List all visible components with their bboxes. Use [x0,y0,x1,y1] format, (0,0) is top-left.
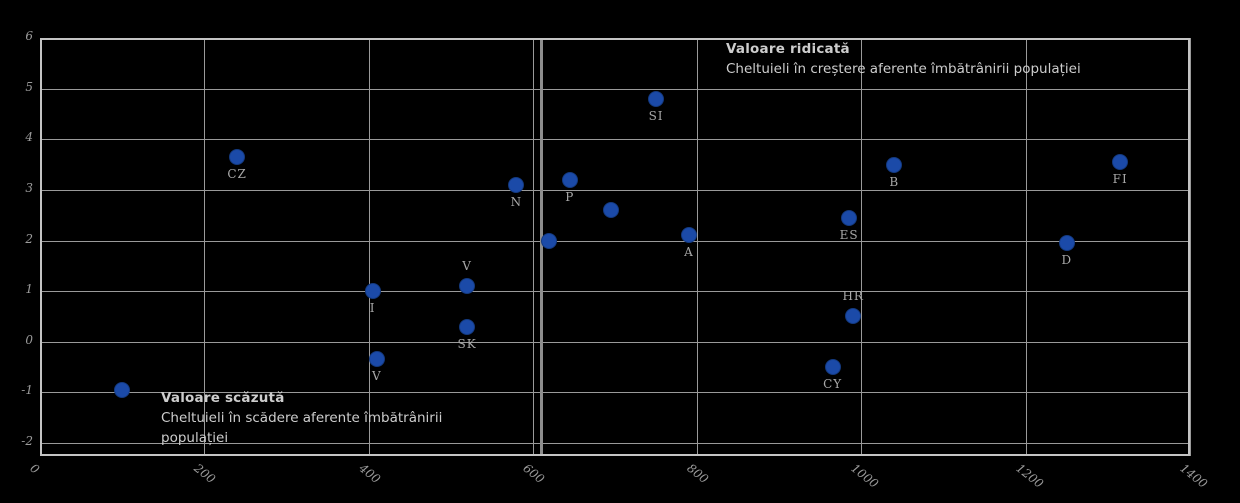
point-label: I [369,301,376,316]
y-tick-label: -2 [21,434,33,448]
y-tick-label: 5 [25,79,33,94]
point-label: A [684,245,694,260]
data-point [229,148,246,165]
point-label: V [462,259,472,274]
data-point [824,359,841,376]
x-tick-label: 1000 [848,461,882,491]
gridline-vertical [368,38,370,456]
point-label: CY [823,377,843,392]
annotation-top-right: Valoare ridicată Cheltuieli în creștere … [726,39,1081,79]
y-tick-label: 2 [25,231,33,246]
x-tick-label: 0 [27,461,43,477]
gridline-horizontal [40,139,1190,141]
data-point [841,209,858,226]
plot-box-border [40,38,1190,456]
reference-line [540,38,544,456]
data-point [680,227,697,244]
point-label: D [1061,253,1073,268]
point-label: P [565,189,575,204]
data-point [561,171,578,188]
point-label: N [510,194,523,209]
x-tick-label: 200 [191,461,219,487]
gridline-vertical [1190,38,1191,456]
gridline-vertical [532,38,534,456]
x-tick-label: 800 [684,461,712,487]
data-point [459,318,476,335]
gridline-horizontal [40,392,1190,394]
data-point [886,156,903,173]
y-tick-label: 0 [25,332,33,347]
annotation-top-right-title: Valoare ridicată [726,41,850,57]
x-tick-label: 1200 [1013,461,1046,491]
point-label: SI [648,108,664,123]
gridline-horizontal [40,189,1190,191]
y-tick-label: 6 [25,29,33,43]
x-tick-label: 400 [355,461,383,487]
annotation-bottom-left-title: Valoare scăzută [161,390,285,406]
annotation-bottom-left-text-line1: Cheltuieli în scădere aferente îmbătrâni… [161,410,443,426]
data-point [459,278,476,295]
y-tick-label: 1 [25,282,33,297]
x-tick-label: 1400 [1177,461,1211,491]
data-point [368,351,385,368]
data-point [114,381,131,398]
y-tick-label: 3 [25,180,33,195]
data-point [648,90,665,107]
point-label: B [889,174,900,189]
data-point [1058,235,1075,252]
data-point [602,202,619,219]
data-point [1112,154,1129,171]
gridline-vertical [204,38,206,456]
gridline-horizontal [40,88,1190,90]
data-point [364,283,381,300]
gridline-vertical [697,38,699,456]
point-label: V [371,369,382,384]
data-point [541,232,558,249]
gridline-vertical [1025,38,1027,456]
gridline-horizontal [40,291,1190,293]
gridline-horizontal [40,341,1190,343]
y-tick-label: -1 [21,383,33,398]
data-point [845,308,862,325]
gridline-horizontal [40,443,1190,444]
gridline-vertical [861,38,863,456]
data-point [508,176,525,193]
point-label: SK [457,336,477,351]
annotation-top-right-text: Cheltuieli în creștere aferente îmbătrân… [726,61,1081,77]
point-label: ES [839,227,859,242]
y-tick-label: 4 [25,130,33,145]
point-label: FI [1112,172,1128,187]
annotation-bottom-left: Valoare scăzută Cheltuieli în scădere af… [161,388,442,448]
point-label: CZ [227,166,247,181]
annotation-bottom-left-text-line2: populației [161,430,229,446]
gridline-horizontal [40,240,1190,242]
x-tick-label: 600 [520,461,547,487]
point-label: HR [842,289,864,304]
